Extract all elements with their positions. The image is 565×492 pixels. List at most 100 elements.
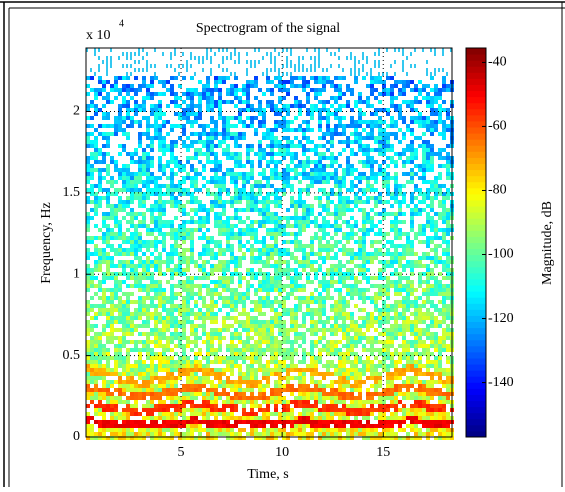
texture-cell [330, 332, 334, 336]
texture-cell [154, 188, 158, 192]
texture-cell [198, 268, 202, 272]
texture-cell [182, 128, 186, 132]
texture-cell [446, 160, 450, 164]
texture-cell [342, 308, 346, 312]
texture-cell [114, 212, 118, 216]
texture-cell [442, 340, 446, 344]
texture-cell [286, 328, 290, 332]
texture-cell [418, 308, 422, 312]
texture-cell [266, 332, 270, 336]
texture-cell [386, 336, 390, 340]
texture-cell [402, 364, 406, 368]
texture-cell [330, 176, 334, 180]
texture-cell [150, 84, 154, 88]
texture-cell [130, 88, 134, 92]
texture-cell [242, 176, 246, 180]
texture-cell [114, 180, 118, 184]
texture-cell [146, 260, 150, 264]
texture-cell [154, 92, 158, 96]
texture-cell [338, 296, 342, 300]
texture-cell [382, 316, 386, 320]
texture-cell [286, 292, 290, 296]
texture-cell [338, 308, 342, 312]
texture-cell [394, 124, 398, 128]
texture-cell [158, 136, 162, 140]
texture-cell [174, 104, 178, 108]
texture-cell [174, 244, 178, 248]
texture-cell [174, 380, 178, 384]
texture-cell [98, 248, 102, 252]
texture-cell [274, 240, 278, 244]
texture-cell [114, 128, 118, 132]
texture-cell [314, 152, 318, 156]
texture-cell [86, 328, 90, 332]
texture-cell [402, 164, 406, 168]
texture-cell [142, 384, 146, 388]
texture-cell [306, 280, 310, 284]
texture-cell [86, 252, 90, 256]
texture-cell [262, 312, 266, 316]
texture-cell [266, 304, 270, 308]
texture-cell [346, 204, 350, 208]
texture-cell [426, 120, 430, 124]
texture-cell [150, 300, 154, 304]
texture-cell [314, 160, 318, 164]
texture-cell [214, 264, 218, 268]
texture-cell [158, 144, 162, 148]
texture-cell [402, 348, 406, 352]
texture-cell [318, 100, 322, 104]
texture-cell [118, 296, 122, 300]
texture-cell [182, 212, 186, 216]
texture-cell [426, 380, 430, 384]
texture-cell [250, 360, 254, 364]
texture-cell [230, 52, 232, 56]
texture-cell [346, 84, 350, 88]
texture-cell [238, 96, 242, 100]
texture-cell [374, 148, 378, 152]
texture-cell [330, 140, 334, 144]
texture-cell [250, 372, 254, 376]
texture-cell [242, 188, 246, 192]
texture-cell [426, 300, 430, 304]
texture-cell [294, 260, 298, 264]
texture-cell [182, 324, 186, 328]
texture-cell [418, 316, 422, 320]
texture-cell [174, 360, 178, 364]
texture-cell [234, 200, 238, 204]
texture-cell [154, 332, 158, 336]
texture-cell [366, 144, 370, 148]
texture-cell [394, 216, 398, 220]
texture-cell [406, 288, 410, 292]
texture-cell [446, 88, 450, 92]
texture-cell [118, 112, 122, 116]
texture-cell [90, 236, 94, 240]
texture-cell [298, 224, 302, 228]
texture-cell [314, 312, 318, 316]
texture-cell [286, 88, 290, 92]
texture-cell [278, 76, 282, 80]
texture-cell [434, 368, 438, 372]
texture-cell [290, 348, 294, 352]
texture-cell [86, 168, 90, 172]
texture-cell [122, 316, 126, 320]
texture-cell [94, 356, 98, 360]
texture-cell [122, 336, 126, 340]
texture-cell [370, 132, 374, 136]
texture-cell [242, 356, 246, 360]
texture-cell [206, 248, 210, 252]
texture-cell [430, 300, 434, 304]
texture-cell [170, 368, 174, 372]
texture-cell [170, 332, 174, 336]
texture-cell [98, 64, 100, 68]
texture-cell [226, 216, 230, 220]
texture-cell [418, 164, 422, 168]
texture-cell [238, 264, 242, 268]
texture-cell [106, 56, 108, 60]
texture-cell [222, 68, 224, 72]
texture-cell [390, 176, 394, 180]
texture-cell [338, 228, 342, 232]
texture-cell [162, 316, 166, 320]
texture-cell [266, 256, 270, 260]
texture-cell [342, 372, 346, 376]
texture-cell [146, 320, 150, 324]
